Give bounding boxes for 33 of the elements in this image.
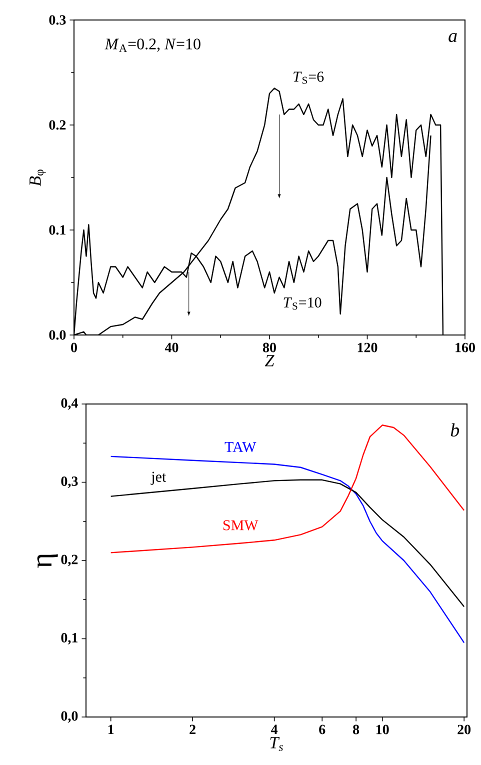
y-tick-label: 0.2	[49, 120, 66, 130]
y-tick-label: 0,4	[61, 398, 78, 410]
x-tick-label: 120	[358, 342, 378, 352]
x-tick-label: 40	[164, 342, 178, 352]
x-tick-label: 6	[319, 724, 326, 734]
y-tick-label: 0.0	[49, 330, 66, 340]
y-tick-label: 0,3	[61, 476, 78, 488]
series-label: jet	[150, 472, 166, 485]
x-tick-label: 160	[456, 342, 475, 352]
annotation: b	[450, 423, 460, 437]
y-tick-label: 0,0	[61, 711, 78, 723]
y-axis-title: η	[37, 554, 58, 568]
y-tick-label: 0,2	[61, 554, 78, 566]
annotation: M$_{A}$=0.2, N=10	[104, 38, 200, 52]
x-axis-title: Z	[264, 355, 274, 366]
x-tick-label: 80	[262, 342, 276, 352]
x-tick-label: 4	[270, 724, 278, 734]
x-tick-label: 8	[353, 724, 360, 734]
x-axis-title: T$_{s}$	[270, 737, 283, 751]
series-label: TAW	[224, 442, 256, 452]
series-label: T$_{S}$=6	[294, 72, 324, 84]
y-axis-title: B$_{φ}$	[30, 170, 46, 186]
x-tick-label: 0	[71, 342, 77, 352]
x-tick-label: 1	[108, 724, 114, 734]
y-tick-label: 0,1	[61, 633, 78, 644]
series-label: SMW	[223, 520, 258, 530]
annotation: a	[448, 32, 457, 42]
y-tick-label: 0.3	[49, 15, 66, 25]
x-tick-label: 20	[458, 724, 471, 734]
y-tick-label: 0.1	[49, 225, 66, 235]
x-tick-label: 2	[190, 724, 196, 734]
x-tick-label: 10	[376, 724, 389, 734]
series-label: T$_{S}$=10	[284, 297, 322, 310]
